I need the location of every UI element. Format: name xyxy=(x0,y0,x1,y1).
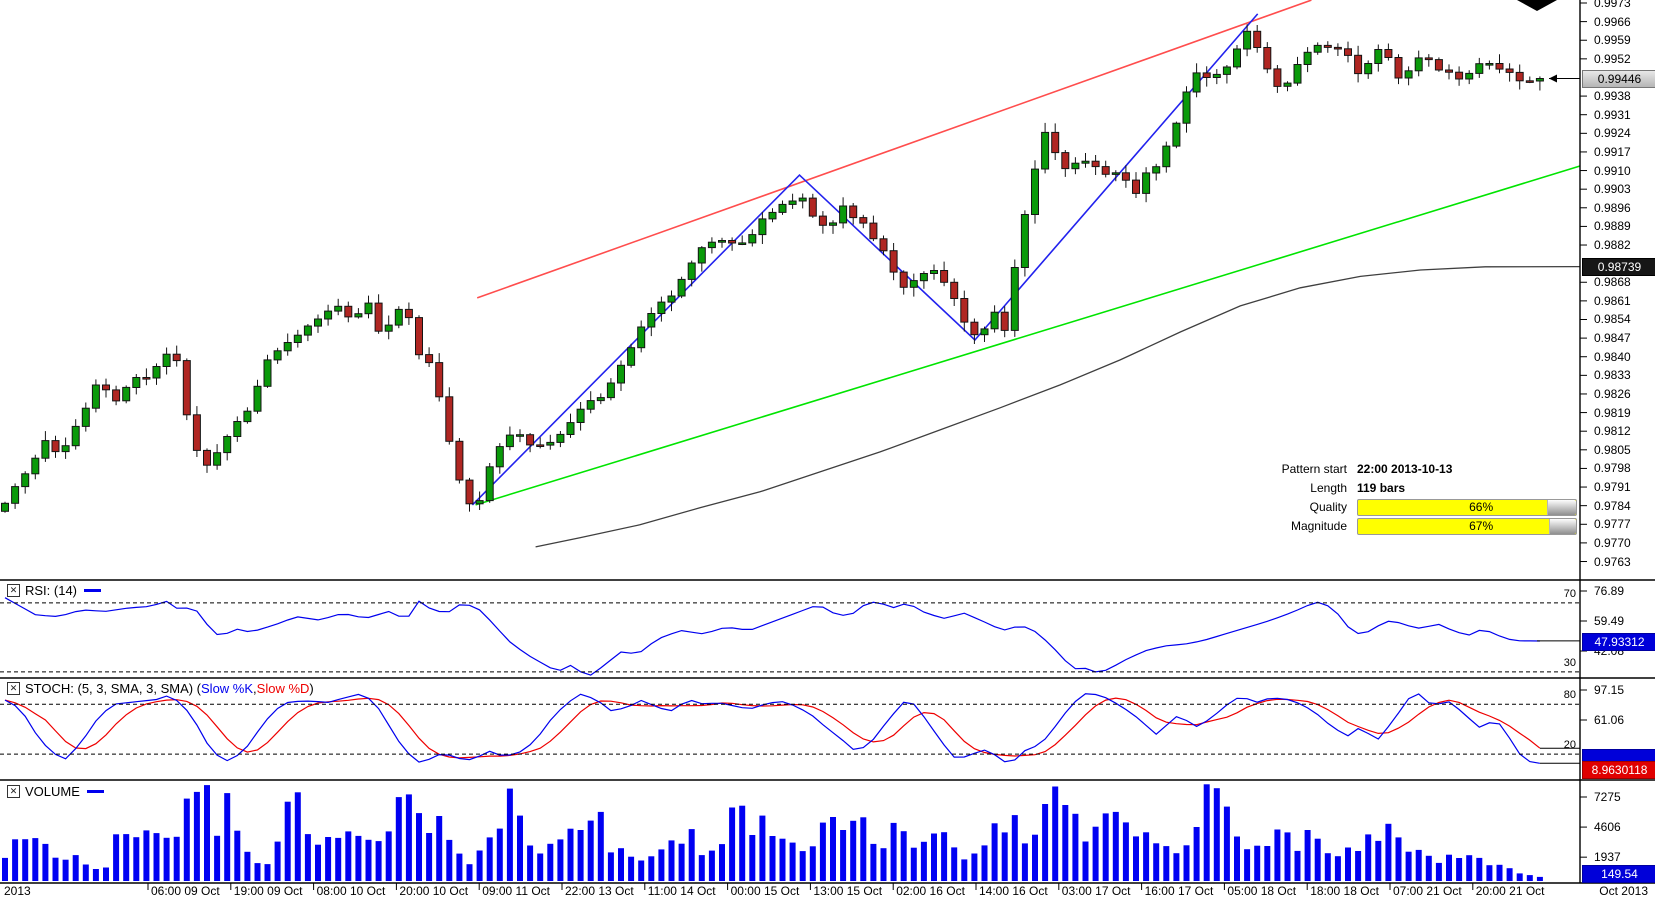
time-tick-label: 00:00 15 Oct xyxy=(730,884,800,897)
pattern-start-label: Pattern start xyxy=(1281,462,1347,476)
rsi-legend-line-icon xyxy=(84,589,102,592)
pattern-quality-row: Quality 66% xyxy=(1150,498,1580,516)
axis-tick-label: 0.9952 xyxy=(1594,51,1631,66)
volume-checkbox-icon[interactable]: ✕ xyxy=(7,785,20,798)
time-tick-label: 07:00 21 Oct xyxy=(1393,884,1462,897)
pattern-length-value: 119 bars xyxy=(1357,481,1406,495)
axis-tick-label: 0.9910 xyxy=(1594,163,1631,178)
pattern-length-row: Length 119 bars xyxy=(1150,481,1580,495)
stoch-checkbox-icon[interactable]: ✕ xyxy=(7,682,20,695)
axis-tick-label: 0.9959 xyxy=(1594,33,1631,48)
volume-legend-line-icon xyxy=(86,790,104,793)
axis-tick-label: 0.9770 xyxy=(1594,535,1631,550)
quality-percent: 66% xyxy=(1469,499,1494,514)
axis-tick-label: 0.9917 xyxy=(1594,144,1631,159)
pattern-length-label: Length xyxy=(1310,481,1347,495)
axis-tick-label: 0.9903 xyxy=(1594,182,1631,197)
pattern-start-row: Pattern start 22:00 2013-10-13 xyxy=(1150,462,1580,476)
axis-tick-label: 0.9819 xyxy=(1594,405,1631,420)
quality-bar-thumb xyxy=(1546,499,1576,515)
pattern-magnitude-row: Magnitude 67% xyxy=(1150,517,1580,535)
time-tick-label: 18:00 18 Oct xyxy=(1310,884,1379,897)
axis-tick-label: 0.9805 xyxy=(1594,442,1631,457)
magnitude-bar-thumb xyxy=(1548,518,1576,534)
time-tick-label: 06:00 09 Oct xyxy=(151,884,220,897)
month-year-label: Oct 2013 xyxy=(1599,884,1648,897)
axis-tick-label: 0.9861 xyxy=(1594,293,1631,308)
time-tick-label: 13:00 15 Oct xyxy=(813,884,883,897)
stoch-slow-k-label: Slow %K xyxy=(201,681,254,696)
axis-tick-label: 7275 xyxy=(1594,790,1621,804)
axis-tick-label: 0.9938 xyxy=(1594,89,1631,104)
volume-value-box: 149.54 xyxy=(1582,865,1655,883)
volume-pane-header: ✕ VOLUME xyxy=(7,784,104,799)
time-tick-label: 19:00 09 Oct xyxy=(233,884,303,897)
time-tick-label: 05:00 18 Oct xyxy=(1227,884,1297,897)
axis-tick-label: 59.49 xyxy=(1594,613,1625,628)
rsi-level-30-label: 30 xyxy=(1563,657,1576,669)
axis-tick-label: 4606 xyxy=(1594,820,1621,835)
pattern-info-panel: Pattern start 22:00 2013-10-13 Length 11… xyxy=(1150,462,1580,538)
axis-tick-label: 0.9847 xyxy=(1594,331,1631,346)
stoch-d-value-box: 8.9630118 xyxy=(1582,761,1655,779)
time-tick-label: 03:00 17 Oct xyxy=(1061,884,1131,897)
rsi-pane-label: RSI: (14) xyxy=(25,583,78,598)
time-tick-label: 09:00 11 Oct xyxy=(482,884,551,897)
pattern-magnitude-label: Magnitude xyxy=(1290,519,1347,533)
time-tick-label: 16:00 17 Oct xyxy=(1144,884,1214,897)
axis-tick-label: 0.9931 xyxy=(1594,107,1631,122)
axis-tick-label: 0.9826 xyxy=(1594,386,1631,401)
axis-tick-label: 0.9784 xyxy=(1594,498,1631,513)
magnitude-progress-bar: 67% xyxy=(1357,517,1577,535)
magnitude-percent: 67% xyxy=(1469,518,1494,533)
stoch-pane-label: STOCH: (5, 3, SMA, 3, SMA) ( xyxy=(25,681,202,696)
axis-tick-label: 0.9966 xyxy=(1594,14,1631,29)
time-tick-label: 14:00 16 Oct xyxy=(979,884,1048,897)
axis-tick-label: 0.9833 xyxy=(1594,368,1631,383)
rsi-checkbox-icon[interactable]: ✕ xyxy=(7,584,20,597)
stoch-pane-header: ✕ STOCH: (5, 3, SMA, 3, SMA) ( Slow %K ,… xyxy=(7,681,314,696)
axis-tick-label: 97.15 xyxy=(1594,683,1625,697)
axis-tick-label: 76.89 xyxy=(1594,584,1625,598)
axis-tick-label: 0.9868 xyxy=(1594,275,1631,290)
rsi-value-box: 47.93312 xyxy=(1582,633,1655,651)
time-tick-label: 20:00 10 Oct xyxy=(399,884,469,897)
current-price-box: 0.99446 xyxy=(1582,70,1655,88)
time-tick-label: 11:00 14 Oct xyxy=(647,884,716,897)
axis-tick-label: 0.9777 xyxy=(1594,517,1631,532)
pattern-quality-label: Quality xyxy=(1309,500,1347,514)
stoch-label-suffix: ) xyxy=(309,681,314,696)
volume-pane-label: VOLUME xyxy=(25,784,80,799)
axis-tick-label: 0.9896 xyxy=(1594,200,1631,215)
time-tick-label: 08:00 10 Oct xyxy=(316,884,386,897)
axis-tick-label: 1937 xyxy=(1594,850,1621,865)
ma-value-box: 0.98739 xyxy=(1582,258,1655,276)
rsi-level-70-label: 70 xyxy=(1563,588,1576,600)
year-label: 2013 xyxy=(4,884,31,897)
stoch-slow-d-label: Slow %D xyxy=(256,681,310,696)
quality-progress-bar: 66% xyxy=(1357,498,1577,516)
axis-tick-label: 0.9798 xyxy=(1594,461,1631,476)
stoch-level-20-label: 20 xyxy=(1563,739,1576,751)
stoch-label-separator: , xyxy=(253,681,257,696)
axis-tick-label: 0.9812 xyxy=(1594,424,1631,439)
rsi-pane-header: ✕ RSI: (14) xyxy=(7,583,102,598)
time-tick-label: 20:00 21 Oct xyxy=(1475,884,1545,897)
axis-tick-label: 0.9854 xyxy=(1594,312,1631,327)
axis-tick-label: 0.9763 xyxy=(1594,554,1631,569)
stoch-level-80-label: 80 xyxy=(1563,689,1576,701)
axis-tick-label: 0.9924 xyxy=(1594,126,1631,141)
axis-tick-label: 0.9882 xyxy=(1594,238,1631,253)
axis-tick-label: 0.9840 xyxy=(1594,349,1631,364)
axis-tick-label: 0.9889 xyxy=(1594,219,1631,234)
time-tick-label: 22:00 13 Oct xyxy=(565,884,634,897)
pattern-start-value: 22:00 2013-10-13 xyxy=(1357,462,1453,476)
time-tick-label: 02:00 16 Oct xyxy=(896,884,965,897)
axis-tick-label: 61.06 xyxy=(1594,713,1625,727)
axis-tick-label: 0.9973 xyxy=(1594,0,1631,10)
axis-tick-label: 0.9791 xyxy=(1594,480,1631,495)
